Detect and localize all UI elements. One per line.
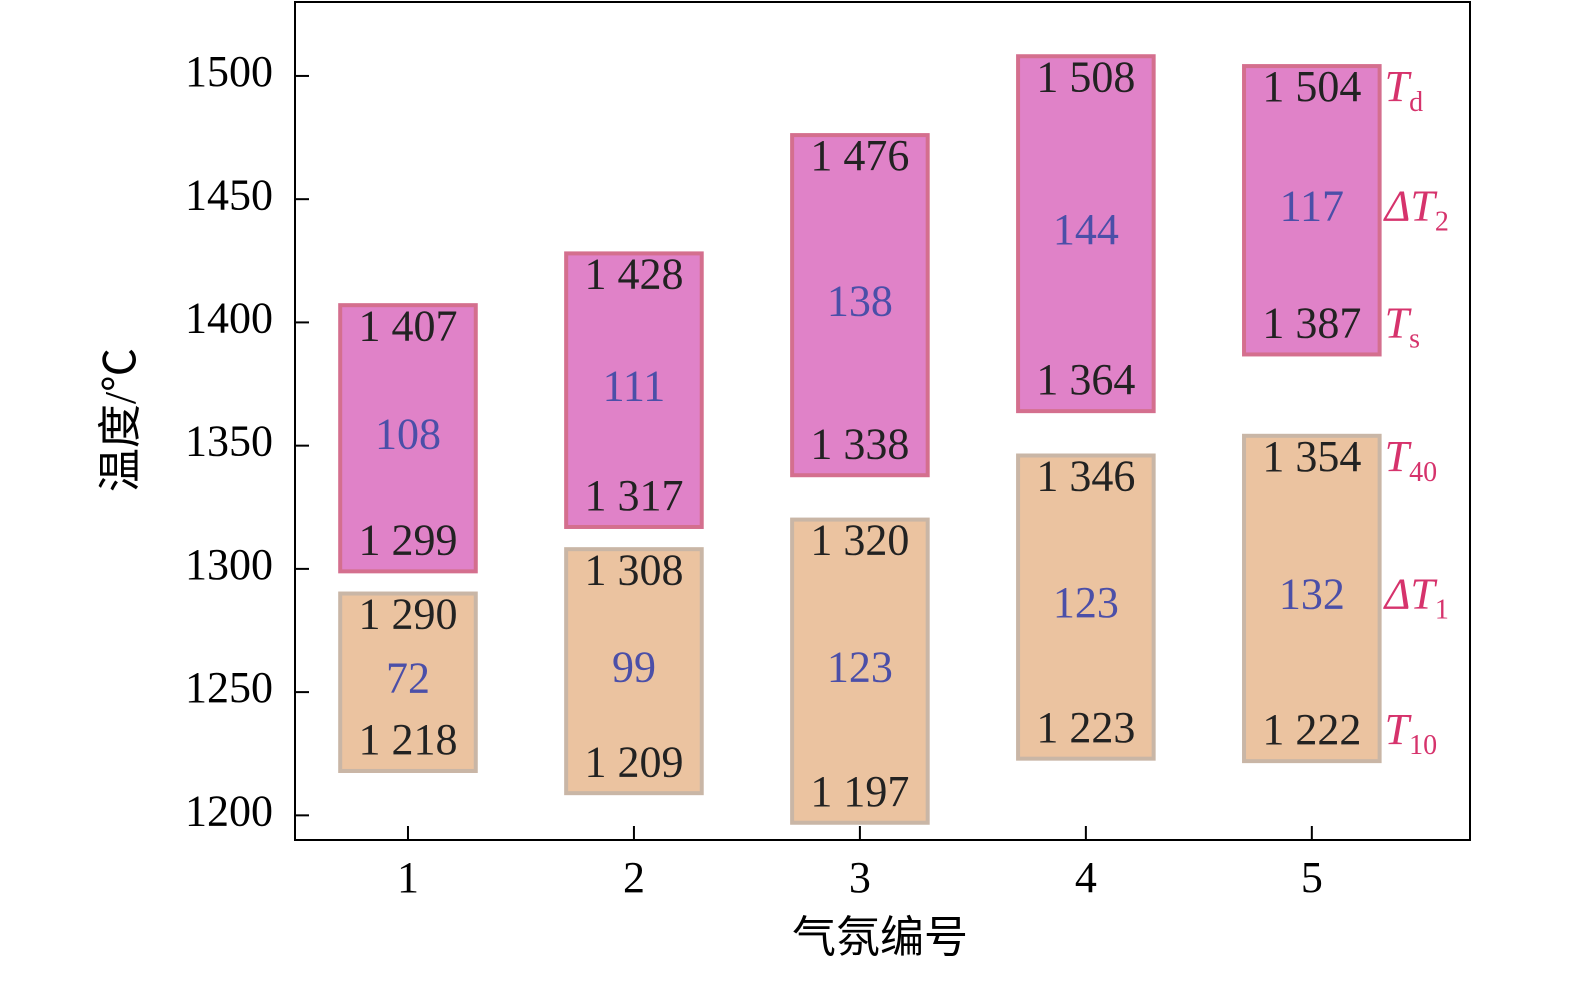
x-tick-label: 1 — [397, 853, 419, 902]
annotation: ΔT2 — [1383, 181, 1449, 237]
delta-label: 144 — [1053, 205, 1119, 254]
low-label: 1 364 — [1036, 355, 1135, 404]
range-bar — [564, 251, 704, 529]
x-tick-label: 3 — [849, 853, 871, 902]
range-bar — [338, 303, 478, 574]
delta-label: 132 — [1279, 570, 1345, 619]
high-label: 1 346 — [1036, 452, 1135, 501]
delta-label: 72 — [386, 653, 430, 702]
low-label: 1 317 — [584, 471, 683, 520]
high-label: 1 320 — [810, 516, 909, 565]
annotation: T40 — [1385, 432, 1437, 488]
high-label: 1 354 — [1262, 432, 1361, 481]
x-tick-label: 2 — [623, 853, 645, 902]
x-axis-label: 气氛编号 — [792, 913, 968, 962]
high-label: 1 508 — [1036, 52, 1135, 101]
annotation-main: T — [1385, 299, 1413, 348]
annotation: Td — [1385, 62, 1423, 118]
range-bar — [1016, 453, 1156, 761]
annotation-sub: 10 — [1409, 731, 1437, 762]
low-label: 1 387 — [1262, 299, 1361, 348]
y-tick-label: 1300 — [185, 540, 273, 589]
annotation-sub: d — [1409, 88, 1423, 119]
range-bar — [564, 547, 704, 796]
delta-label: 123 — [1053, 578, 1119, 627]
y-tick-label: 1400 — [185, 294, 273, 343]
annotation-sub: 40 — [1409, 457, 1437, 488]
range-bar — [790, 133, 930, 478]
annotation-main: T — [1385, 432, 1413, 481]
delta-label: 138 — [827, 276, 893, 325]
y-tick-label: 1350 — [185, 417, 273, 466]
low-label: 1 222 — [1262, 705, 1361, 754]
delta-label: 108 — [375, 409, 441, 458]
high-label: 1 428 — [584, 249, 683, 298]
high-label: 1 308 — [584, 545, 683, 594]
range-bar — [338, 591, 478, 773]
annotation-main: T — [1385, 705, 1413, 754]
y-tick-label: 1200 — [185, 786, 273, 835]
high-label: 1 476 — [810, 131, 909, 180]
low-label: 1 223 — [1036, 703, 1135, 752]
x-tick-label: 4 — [1075, 853, 1097, 902]
annotation: T10 — [1385, 705, 1437, 761]
range-bar — [1242, 64, 1382, 357]
y-tick-label: 1500 — [185, 47, 273, 96]
annotation-sub: 1 — [1435, 595, 1449, 626]
y-tick-label: 1450 — [185, 170, 273, 219]
annotation-sub: s — [1409, 324, 1420, 355]
annotation: Ts — [1385, 299, 1420, 355]
delta-label: 123 — [827, 642, 893, 691]
annotation: ΔT1 — [1383, 570, 1449, 626]
y-axis-label: 温度/℃ — [96, 348, 145, 492]
range-bar — [790, 517, 930, 825]
annotation-main: ΔT — [1383, 181, 1439, 230]
low-label: 1 197 — [810, 767, 909, 816]
delta-label: 111 — [603, 361, 666, 410]
low-label: 1 209 — [584, 737, 683, 786]
annotation-main: ΔT — [1383, 570, 1439, 619]
low-label: 1 299 — [358, 515, 457, 564]
high-label: 1 290 — [358, 590, 457, 639]
delta-label: 99 — [612, 642, 656, 691]
range-bar — [1242, 433, 1382, 764]
annotation-main: T — [1385, 62, 1413, 111]
low-label: 1 338 — [810, 419, 909, 468]
high-label: 1 407 — [358, 301, 457, 350]
delta-label: 117 — [1280, 181, 1344, 230]
range-bar — [1016, 54, 1156, 414]
high-label: 1 504 — [1262, 62, 1361, 111]
low-label: 1 218 — [358, 715, 457, 764]
plot-frame — [294, 1, 1471, 841]
y-tick-label: 1250 — [185, 663, 273, 712]
annotation-sub: 2 — [1435, 207, 1449, 238]
x-tick-label: 5 — [1301, 853, 1323, 902]
